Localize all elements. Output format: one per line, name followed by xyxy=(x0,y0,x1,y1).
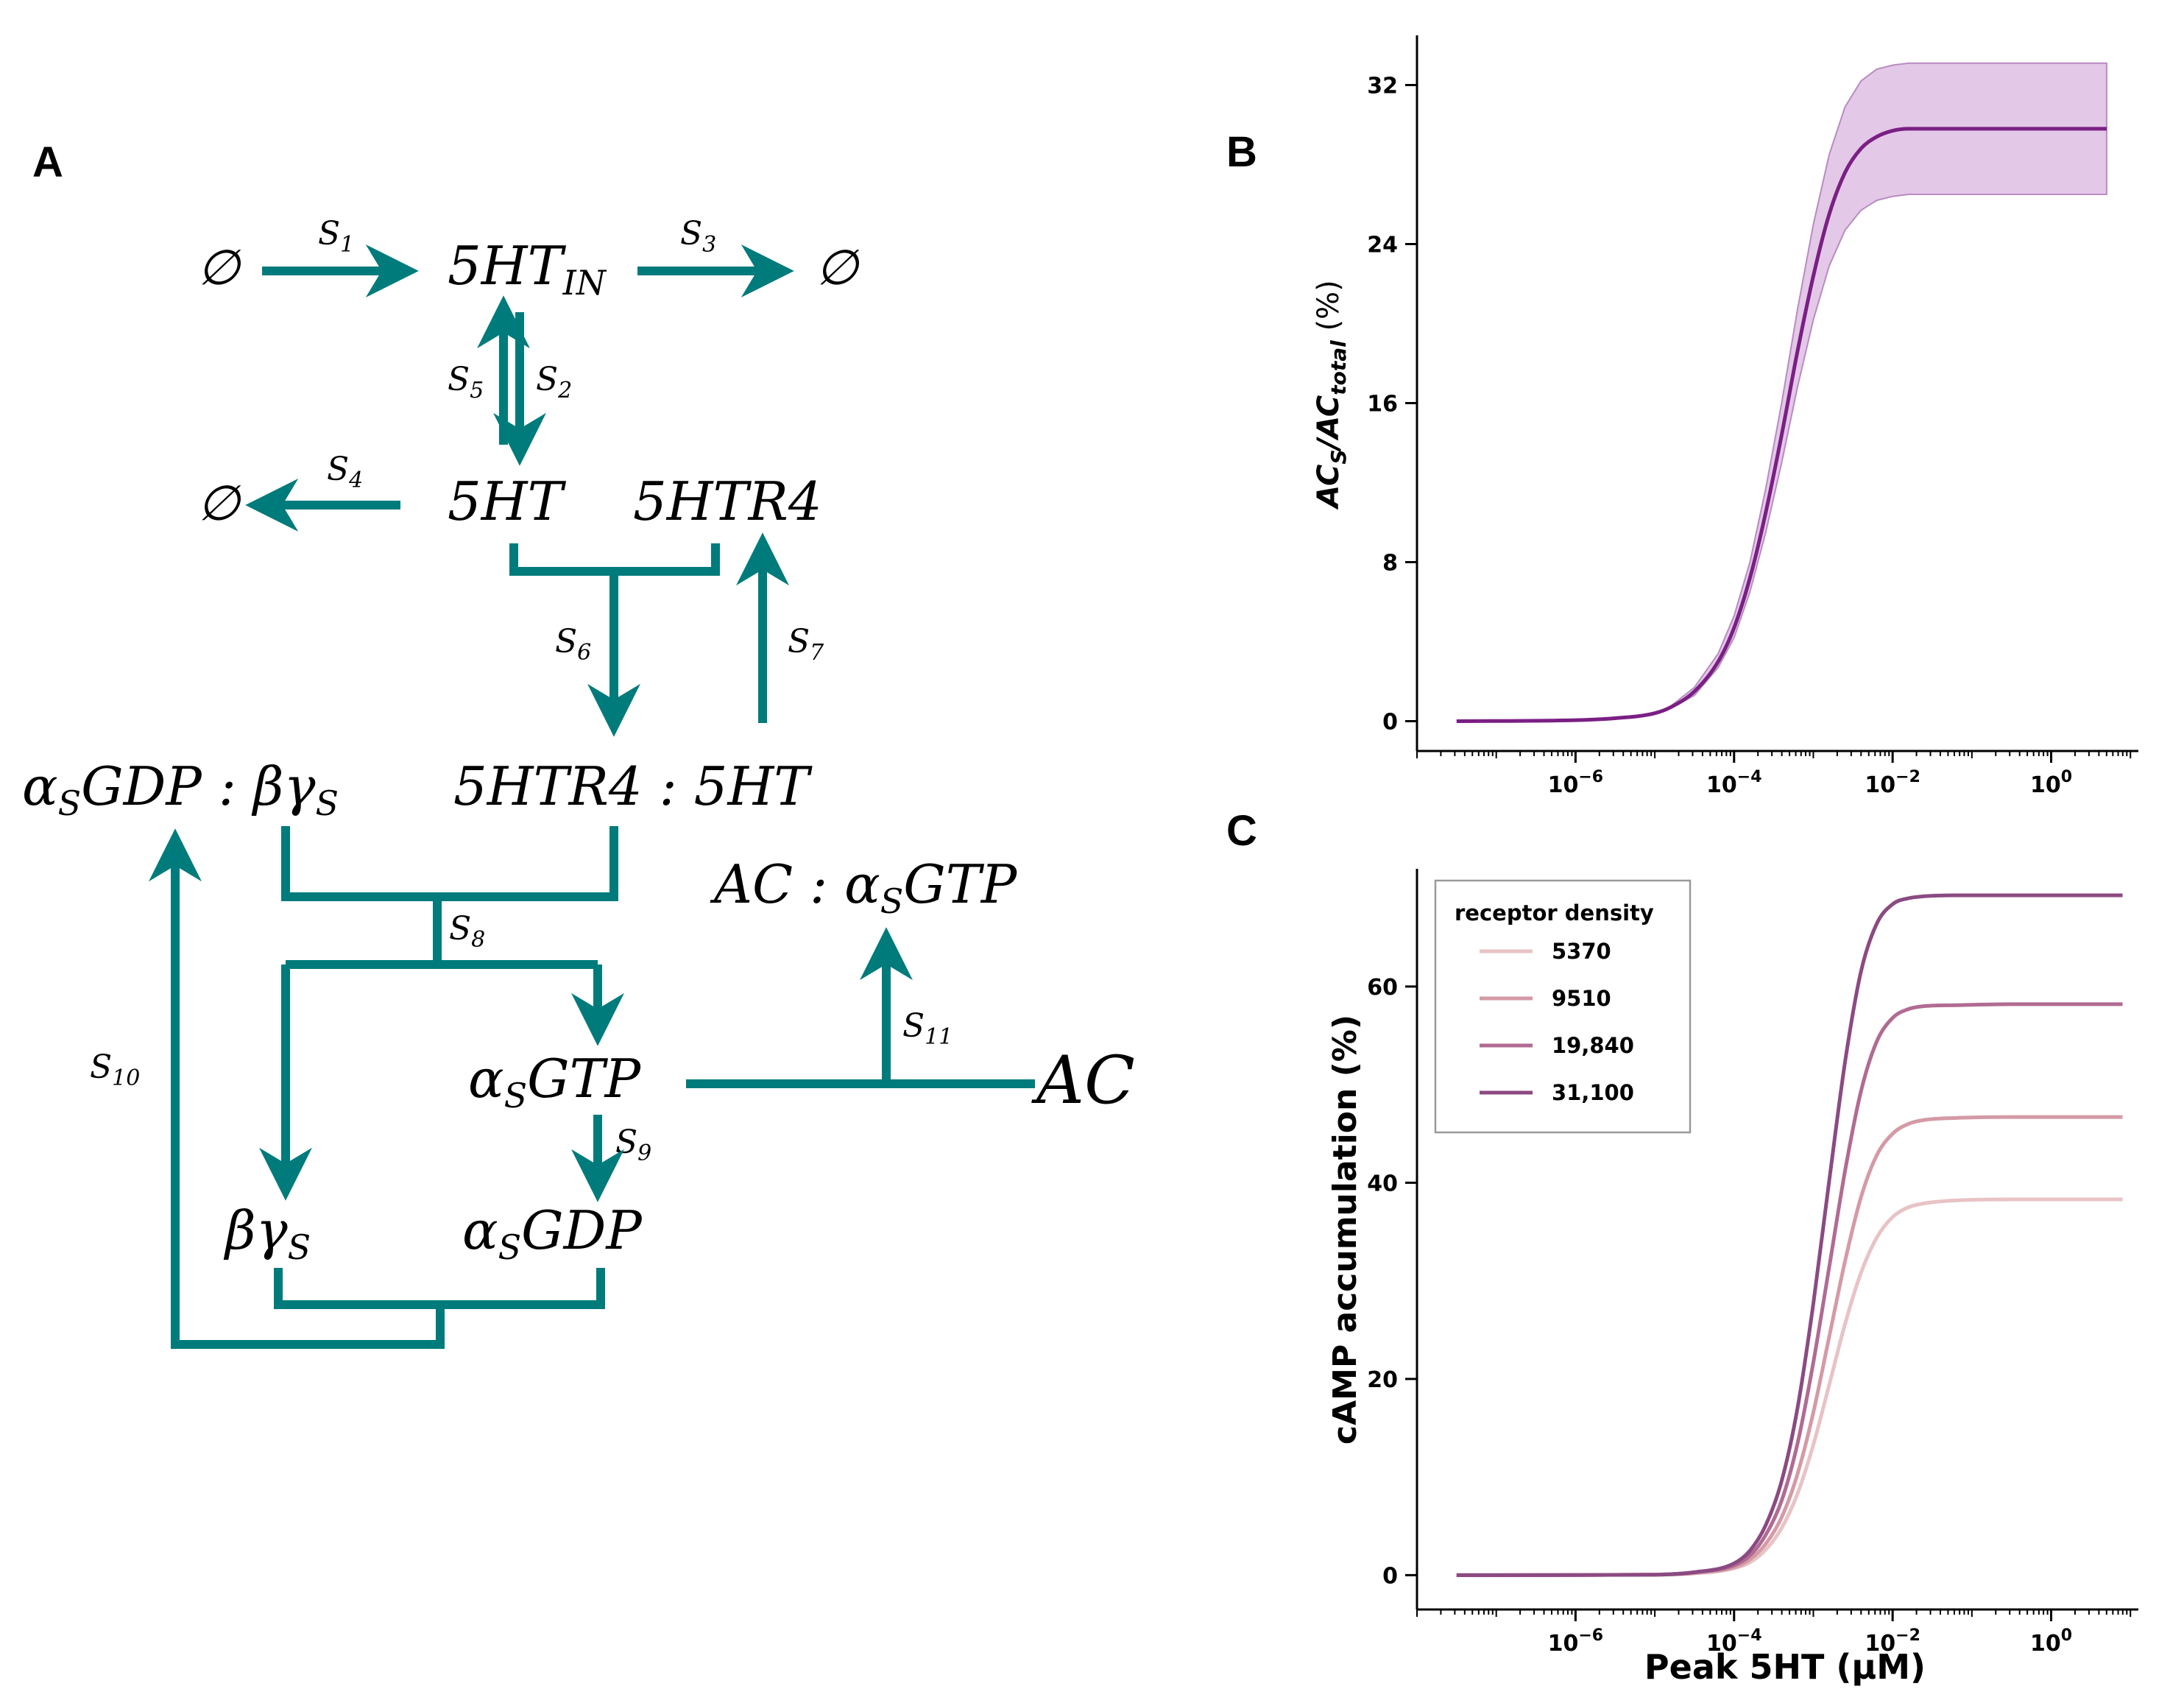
rate-label-s4: S4 xyxy=(327,451,363,493)
panel-label-b: B xyxy=(1226,128,1257,176)
chart-b-series-line xyxy=(1456,127,2107,723)
arrow-s10 xyxy=(149,828,445,1349)
chartB-y-tick-label-8: 8 xyxy=(1382,551,1398,577)
species-betagamma: βγS xyxy=(223,1199,311,1267)
legend-frame xyxy=(1434,879,1692,1134)
chartC-x-tick-label-0: 100 xyxy=(2030,1626,2072,1657)
chartB-x-tick-label--2: 10−2 xyxy=(1865,768,1920,798)
empty-set-mid-left: ∅ xyxy=(197,475,241,532)
connector-5ht-5htr4 xyxy=(509,543,720,576)
chartB-x-tick-label--6: 10−6 xyxy=(1548,768,1604,798)
connector-complexes xyxy=(281,826,618,901)
chartB-y-tick-label-24: 24 xyxy=(1367,233,1398,258)
chartB-y-tick-label-0: 0 xyxy=(1382,710,1398,736)
rate-label-s2: S2 xyxy=(536,361,572,403)
chart-c-series-layer xyxy=(1456,893,2123,1577)
reaction-network-diagram: A ∅ 5HTIN ∅ ∅ 5HT 5HTR4 αSGDP : βγS 5HTR… xyxy=(22,138,1135,1349)
legend-entry-2: 19,840 xyxy=(1552,1033,1634,1058)
legend-items: 5370 9510 19,840 31,100 xyxy=(1480,939,1634,1105)
chartC-x-tick-label--2: 10−2 xyxy=(1865,1626,1920,1657)
rate-label-s11: S11 xyxy=(902,1007,953,1050)
chart-c-x-axis-label: Peak 5HT (μM) xyxy=(1644,1647,1926,1687)
chart-c-axes xyxy=(1416,869,2138,1611)
rate-label-s1: S1 xyxy=(318,215,354,258)
chart-b-x-ticks: 10−6 10−4 10−2 100 xyxy=(1416,751,2132,798)
chartC-y-tick-label-0: 0 xyxy=(1382,1563,1398,1589)
species-alpha-gtp: αSGTP xyxy=(468,1048,642,1115)
rate-label-s8: S8 xyxy=(449,910,485,953)
chart-c-series-line-3 xyxy=(1456,893,2123,1577)
chartB-y-tick-label-32: 32 xyxy=(1367,74,1398,99)
species-ac: AC xyxy=(1031,1042,1135,1119)
chart-c-y-axis-label: cAMP accumulation (%) xyxy=(1326,1015,1364,1445)
chartC-x-tick-label--6: 10−6 xyxy=(1548,1626,1604,1657)
species-alpha-gdp: αSGDP xyxy=(462,1199,643,1267)
chartB-x-tick-label-0: 100 xyxy=(2030,768,2072,798)
rate-label-s10: S10 xyxy=(90,1048,140,1091)
chart-b-series-layer xyxy=(1456,127,2107,723)
chartC-y-tick-label-60: 60 xyxy=(1367,975,1398,1001)
chart-c: 0 20 40 60 10−6 10−4 10−2 100 cAMP accumulatio… xyxy=(1326,869,2138,1687)
connector-betagamma-gdp xyxy=(274,1268,605,1309)
chart-b: 0 8 16 24 32 10−6 10−4 10−2 100 ACS/ACtotal (%) xyxy=(1312,35,2138,798)
chart-b-axes xyxy=(1416,35,2138,752)
chartC-y-tick-label-20: 20 xyxy=(1367,1367,1398,1393)
empty-set-top-left: ∅ xyxy=(197,239,241,296)
species-5htr4-5ht-complex: 5HTR4 : 5HT xyxy=(453,755,813,817)
chart-b-y-axis-label: ACS/ACtotal (%) xyxy=(1312,280,1351,510)
legend-entry-3: 31,100 xyxy=(1552,1080,1634,1105)
chart-b-confidence-band-layer xyxy=(1456,62,2107,722)
species-gdp-betagamma-complex: αSGDP : βγS xyxy=(22,755,339,823)
empty-set-top-right: ∅ xyxy=(816,239,860,296)
species-5htr4: 5HTR4 xyxy=(633,470,822,532)
chartC-y-tick-label-40: 40 xyxy=(1367,1171,1398,1196)
legend-title: receptor density xyxy=(1455,900,1654,925)
rate-label-s9: S9 xyxy=(615,1124,651,1166)
legend-entry-0: 5370 xyxy=(1552,939,1611,964)
rate-label-s3: S3 xyxy=(680,215,716,258)
chart-b-confidence-band xyxy=(1456,62,2107,722)
species-5ht-in: 5HTIN xyxy=(448,235,607,303)
panel-label-a: A xyxy=(32,138,63,186)
chart-c-y-ticks: 0 20 40 60 xyxy=(1367,975,1417,1589)
rate-label-s7: S7 xyxy=(788,623,824,666)
chart-c-series-line-1 xyxy=(1456,1115,2123,1577)
rate-label-s5: S5 xyxy=(448,361,484,403)
chart-b-y-ticks: 0 8 16 24 32 xyxy=(1367,74,1417,736)
legend-entry-1: 9510 xyxy=(1552,986,1611,1011)
rate-label-s6: S6 xyxy=(555,623,591,666)
chart-c-legend: receptor density 5370 9510 19,840 31,100 xyxy=(1434,879,1692,1134)
chart-c-x-ticks: 10−6 10−4 10−2 100 xyxy=(1416,1609,2132,1657)
species-5ht: 5HT xyxy=(448,470,567,532)
chart-c-series-line-0 xyxy=(1456,1197,2123,1577)
chartB-y-tick-label-16: 16 xyxy=(1367,392,1398,417)
chartB-x-tick-label--4: 10−4 xyxy=(1706,768,1762,798)
chartC-x-tick-label--4: 10−4 xyxy=(1706,1626,1762,1657)
species-ac-gtp-complex: AC : αSGTP xyxy=(710,853,1018,921)
panel-label-c: C xyxy=(1226,807,1257,855)
